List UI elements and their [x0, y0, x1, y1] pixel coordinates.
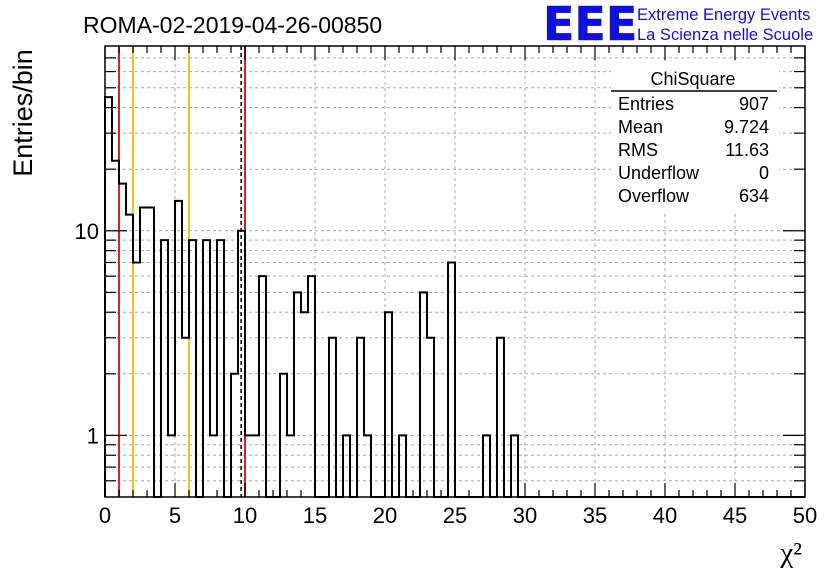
tick-labels: 0 5 10 15 20 25 30 35 40 45 50 1 10	[75, 219, 818, 528]
histogram-bin	[399, 435, 406, 497]
stats-row-value: 634	[739, 186, 769, 206]
chart-title: ROMA-02-2019-04-26-00850	[83, 12, 382, 38]
histogram-bin	[497, 338, 504, 497]
histogram-bin	[448, 262, 455, 497]
x-tick-label: 35	[583, 503, 607, 528]
stats-row-label: Mean	[618, 117, 663, 137]
histogram-bin	[329, 338, 336, 497]
x-tick-label: 45	[723, 503, 747, 528]
y-tick-label: 1	[87, 423, 99, 448]
histogram-bin	[203, 240, 210, 497]
histogram-bin	[308, 276, 315, 497]
histogram-bin	[112, 161, 119, 497]
stats-row-value: 907	[739, 94, 769, 114]
eee-logo: EEE Extreme Energy Events La Scienza nel…	[543, 0, 813, 51]
stats-row-label: RMS	[618, 140, 658, 160]
stats-row-value: 0	[759, 163, 769, 183]
stats-box: ChiSquare Entries 907 Mean 9.724 RMS 11.63 Und…	[611, 64, 779, 212]
stats-rows: Entries 907 Mean 9.724 RMS 11.63 Underflow 0 Ove…	[618, 94, 769, 206]
x-tick-label: 50	[793, 503, 817, 528]
histogram-bin	[301, 312, 308, 497]
x-tick-label: 5	[169, 503, 181, 528]
histogram-bin	[245, 435, 252, 497]
x-tick-label: 0	[99, 503, 111, 528]
x-axis-label: χ²	[779, 537, 802, 569]
stats-row-label: Underflow	[618, 163, 700, 183]
y-axis-label: Entries/bin	[8, 49, 38, 177]
histogram-bin	[175, 201, 182, 497]
logo-line2: La Scienza nelle Scuole	[637, 26, 813, 44]
histogram-bin	[252, 435, 259, 497]
histogram-bin	[420, 292, 427, 497]
histogram-bin	[427, 338, 434, 497]
histogram-bin	[182, 338, 189, 497]
histogram-bin	[357, 338, 364, 497]
histogram-bin	[168, 435, 175, 497]
x-tick-label: 30	[513, 503, 537, 528]
stats-row-label: Overflow	[618, 186, 690, 206]
histogram-bin	[294, 292, 301, 497]
histogram-bin	[287, 435, 294, 497]
histogram-bin	[343, 435, 350, 497]
stats-box-background	[611, 64, 779, 212]
x-tick-label: 15	[303, 503, 327, 528]
histogram-bin	[140, 207, 147, 497]
logo-letters: EEE	[543, 0, 637, 51]
histogram-bin	[483, 435, 490, 497]
histogram-bin	[231, 374, 238, 497]
x-tick-label: 40	[653, 503, 677, 528]
histogram-bin	[259, 276, 266, 497]
histogram-bin	[189, 240, 196, 497]
axes	[104, 45, 806, 498]
histogram-bin	[280, 374, 287, 497]
stats-row-value: 11.63	[725, 140, 769, 160]
stats-row-label: Entries	[618, 94, 674, 114]
stats-title: ChiSquare	[650, 69, 735, 89]
y-tick-label: 10	[75, 219, 99, 244]
stats-row-value: 9.724	[724, 117, 769, 137]
histogram-bin	[217, 240, 224, 497]
x-tick-label: 25	[443, 503, 467, 528]
histogram-bin	[364, 435, 371, 497]
histogram-bin	[126, 215, 133, 497]
logo-line1: Extreme Energy Events	[637, 6, 810, 24]
x-tick-label: 10	[233, 503, 257, 528]
histogram-bin	[161, 240, 168, 497]
histogram-bin	[133, 262, 140, 497]
x-tick-label: 20	[373, 503, 397, 528]
histogram-bin	[105, 97, 112, 497]
histogram-bin	[147, 207, 154, 497]
histogram-bin	[210, 435, 217, 497]
histogram-bin	[511, 435, 518, 497]
histogram-bin	[385, 312, 392, 497]
histogram-bin	[238, 231, 245, 497]
